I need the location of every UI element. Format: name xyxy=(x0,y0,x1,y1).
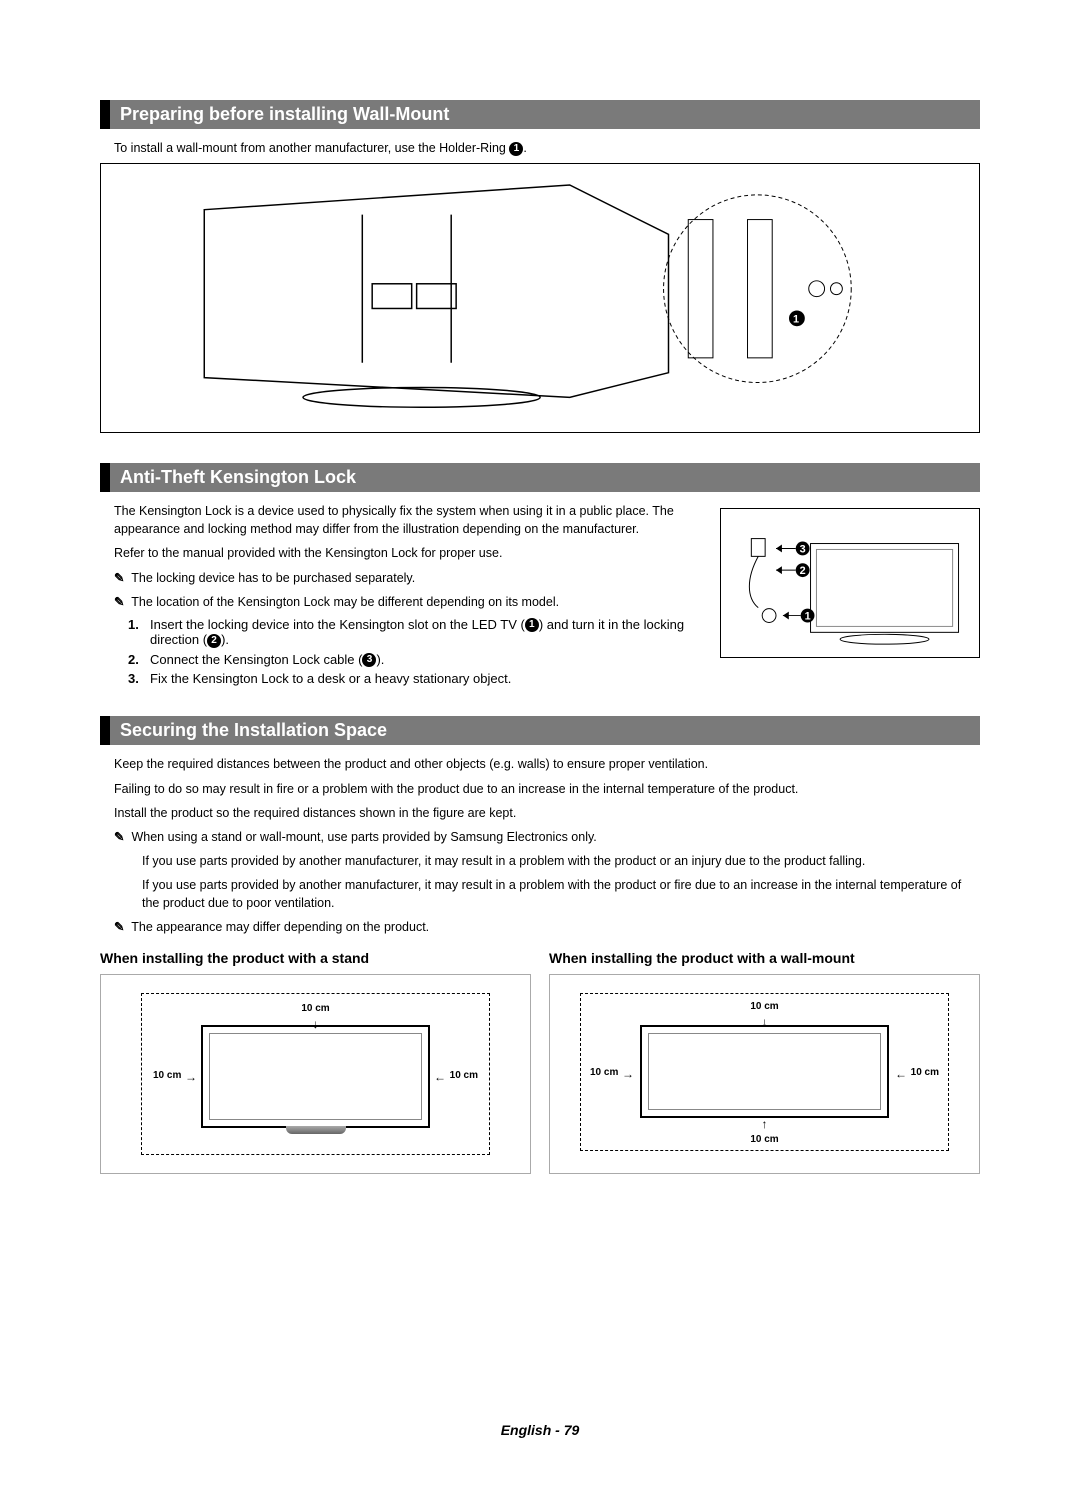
dist-right: 10 cm xyxy=(448,1070,480,1081)
section-heading-wallmount: Preparing before installing Wall-Mount xyxy=(100,100,980,129)
svg-text:2: 2 xyxy=(800,565,806,577)
stand-subhead: When installing the product with a stand xyxy=(100,950,531,966)
space-note2: ✎ The appearance may differ depending on… xyxy=(114,918,980,936)
note-icon: ✎ xyxy=(114,593,128,611)
space-note1a: If you use parts provided by another man… xyxy=(114,852,980,870)
kens-note-1: ✎ The locking device has to be purchased… xyxy=(114,569,702,587)
ref-icon-1: 1 xyxy=(509,142,523,156)
stand-figure: 10 cm ↓ 10 cm → 10 cm ← xyxy=(100,974,531,1174)
space-p3: Install the product so the required dist… xyxy=(114,804,980,822)
section-heading-kensington: Anti-Theft Kensington Lock xyxy=(100,463,980,492)
svg-text:3: 3 xyxy=(800,544,806,556)
wallmount-intro: To install a wall-mount from another man… xyxy=(100,139,980,157)
space-p2: Failing to do so may result in fire or a… xyxy=(114,780,980,798)
intro-text: To install a wall-mount from another man… xyxy=(114,141,506,155)
space-p1: Keep the required distances between the … xyxy=(114,755,980,773)
space-note1b: If you use parts provided by another man… xyxy=(114,876,980,912)
dist-bottom: 10 cm xyxy=(748,1134,780,1145)
kens-p1: The Kensington Lock is a device used to … xyxy=(114,502,702,538)
kens-step: 1.Insert the locking device into the Ken… xyxy=(114,617,702,648)
dist-left2: 10 cm xyxy=(588,1067,620,1078)
kensington-figure: 3 2 1 xyxy=(720,508,980,658)
note-icon: ✎ xyxy=(114,828,128,846)
kens-step: 3.Fix the Kensington Lock to a desk or a… xyxy=(114,671,702,686)
dist-top2: 10 cm xyxy=(748,1001,780,1012)
wallmount-figure: 1 xyxy=(100,163,980,433)
note-icon: ✎ xyxy=(114,569,128,587)
page-footer: English - 79 xyxy=(0,1422,1080,1438)
dist-right2: 10 cm xyxy=(909,1067,941,1078)
kens-step: 2.Connect the Kensington Lock cable (3). xyxy=(114,652,702,668)
kens-note-2: ✎ The location of the Kensington Lock ma… xyxy=(114,593,702,611)
note-icon: ✎ xyxy=(114,918,128,936)
space-note1: ✎ When using a stand or wall-mount, use … xyxy=(114,828,980,846)
section-heading-space: Securing the Installation Space xyxy=(100,716,980,745)
svg-text:1: 1 xyxy=(793,313,799,325)
kens-p2: Refer to the manual provided with the Ke… xyxy=(114,544,702,562)
wall-figure: 10 cm ↓ 10 cm → 10 cm ← 10 cm ↑ xyxy=(549,974,980,1174)
svg-text:1: 1 xyxy=(805,611,811,623)
wall-subhead: When installing the product with a wall-… xyxy=(549,950,980,966)
dist-top: 10 cm xyxy=(299,1003,331,1014)
dist-left: 10 cm xyxy=(151,1070,183,1081)
